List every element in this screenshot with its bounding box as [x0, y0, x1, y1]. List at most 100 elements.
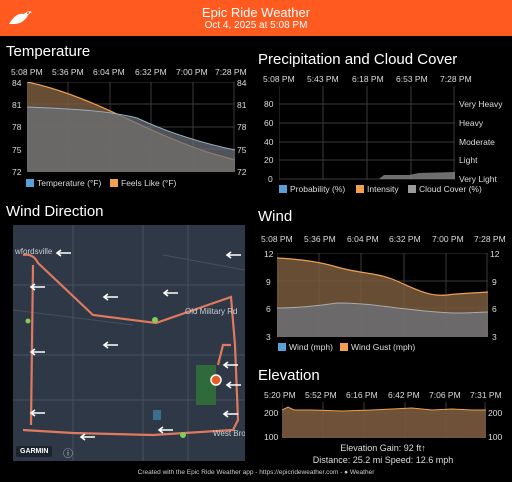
y-tick: 20 — [264, 155, 274, 165]
y-tick: 40 — [264, 137, 274, 147]
time-tick: 7:28 PM — [474, 234, 506, 244]
elevation-plot — [282, 402, 486, 438]
y-tick-left: 78 — [12, 122, 22, 132]
y-tick: 60 — [264, 118, 274, 128]
y-tick-left: 72 — [12, 167, 22, 177]
intensity-level: Very Light — [459, 174, 497, 184]
time-tick: 6:04 PM — [93, 67, 125, 77]
legend-swatch — [110, 179, 118, 187]
legend-swatch — [26, 179, 34, 187]
time-tick: 6:32 PM — [389, 234, 421, 244]
y-tick-right: 75 — [237, 145, 247, 155]
y-tick-right: 78 — [237, 122, 247, 132]
intensity-level: Very Heavy — [459, 99, 503, 109]
report-timestamp: Oct 4, 2025 at 5:08 PM — [204, 20, 308, 31]
legend-probability: Probability (%) — [279, 184, 345, 194]
y-tick-right: 84 — [237, 78, 247, 88]
intensity-level: Heavy — [459, 118, 484, 128]
precipitation-title: Precipitation and Cloud Cover — [258, 51, 458, 68]
time-tick: 5:52 PM — [305, 390, 337, 400]
garmin-logo: GARMIN — [16, 446, 53, 457]
wind-direction-map[interactable]: wfordsville Old Military Rd West Bro GAR… — [13, 225, 245, 461]
time-tick: 6:53 PM — [396, 74, 428, 84]
route-markers — [25, 317, 186, 438]
legend-wind-gust: Wind Gust (mph) — [340, 342, 415, 352]
time-tick: 5:36 PM — [304, 234, 336, 244]
y-tick-left: 84 — [12, 78, 22, 88]
time-tick: 5:08 PM — [11, 67, 43, 77]
time-tick: 7:31 PM — [470, 390, 502, 400]
info-icon[interactable]: ⓘ — [63, 449, 73, 460]
legend-swatch — [340, 343, 348, 351]
legend-feels-like: Feels Like (°F) — [110, 178, 176, 188]
wind-line — [277, 302, 488, 314]
time-tick: 6:04 PM — [347, 234, 379, 244]
y-tick-right: 9 — [492, 277, 497, 287]
app-title: Epic Ride Weather — [201, 5, 311, 20]
legend-cloud-cover: Cloud Cover (%) — [408, 184, 482, 194]
y-tick-right: 3 — [492, 332, 497, 342]
elevation-area — [282, 407, 486, 438]
time-tick: 6:18 PM — [352, 74, 384, 84]
time-tick: 5:36 PM — [52, 67, 84, 77]
start-pin-icon — [210, 374, 222, 386]
time-tick: 5:08 PM — [263, 74, 295, 84]
legend-swatch — [278, 343, 286, 351]
y-tick-right: 200 — [488, 408, 503, 418]
y-tick-left: 81 — [12, 100, 22, 110]
wind-arrows — [29, 249, 241, 441]
time-tick: 6:16 PM — [346, 390, 378, 400]
y-tick-left: 9 — [266, 277, 271, 287]
intensity-level: Moderate — [459, 137, 495, 147]
map-road-label: Old Military Rd — [185, 307, 238, 316]
y-tick: 80 — [264, 99, 274, 109]
y-tick-left: 3 — [266, 332, 271, 342]
legend-wind: Wind (mph) — [278, 342, 333, 352]
pond-area — [153, 410, 161, 420]
y-tick-right: 100 — [488, 432, 503, 442]
y-tick-right: 12 — [490, 249, 500, 259]
map-town-label: wfordsville — [15, 247, 53, 256]
time-tick: 5:43 PM — [307, 74, 339, 84]
temperature-area — [27, 107, 235, 172]
wind-direction-title: Wind Direction — [6, 203, 104, 220]
wind-gust-line — [277, 257, 488, 296]
ride-stats: Distance: 25.2 mi Speed: 12.6 mph — [312, 455, 454, 465]
y-tick-left: 6 — [266, 304, 271, 314]
time-tick: 5:08 PM — [261, 234, 293, 244]
temperature-line — [27, 106, 235, 151]
y-tick-left: 12 — [264, 249, 274, 259]
y-tick-right: 72 — [237, 167, 247, 177]
y-tick-right: 6 — [492, 304, 497, 314]
legend-swatch — [408, 185, 416, 193]
time-tick: 6:42 PM — [388, 390, 420, 400]
wind-title: Wind — [258, 208, 293, 225]
elevation-title: Elevation — [258, 367, 320, 384]
footer-credit: Created with the Epic Ride Weather app -… — [137, 469, 375, 476]
cloud-cover-area — [379, 172, 455, 179]
y-tick-right: 81 — [237, 100, 247, 110]
wind-plot — [277, 253, 488, 337]
time-tick: 7:28 PM — [215, 67, 247, 77]
y-tick: 0 — [268, 174, 273, 184]
legend-swatch — [356, 185, 364, 193]
temperature-plot — [27, 82, 235, 172]
y-tick-left: 200 — [264, 408, 279, 418]
legend-temperature: Temperature (°F) — [26, 178, 101, 188]
elevation-line — [282, 406, 486, 412]
time-tick: 7:28 PM — [440, 74, 472, 84]
app-header: Epic Ride Weather Oct 4, 2025 at 5:08 PM — [0, 0, 512, 36]
map-road-label: West Bro — [213, 429, 245, 438]
intensity-level: Light — [459, 155, 478, 165]
wind-area — [277, 303, 488, 337]
bird-logo-icon — [9, 11, 32, 24]
time-tick: 7:06 PM — [429, 390, 461, 400]
y-tick-left: 100 — [264, 432, 279, 442]
route-line — [22, 253, 240, 437]
map-canvas — [13, 225, 245, 461]
y-tick-left: 75 — [12, 145, 22, 155]
time-tick: 5:20 PM — [264, 390, 296, 400]
legend-intensity: Intensity — [356, 184, 399, 194]
temperature-title: Temperature — [6, 43, 91, 60]
time-tick: 7:00 PM — [432, 234, 464, 244]
